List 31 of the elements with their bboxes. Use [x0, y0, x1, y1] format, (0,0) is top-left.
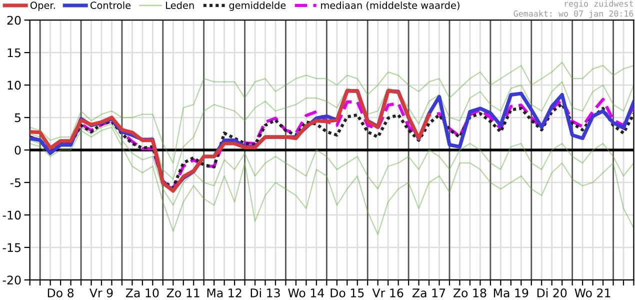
x-tick-label: Vr 16 [372, 288, 404, 298]
x-tick-label: Ma 19 [494, 288, 528, 298]
x-tick-label: Vr 9 [89, 288, 113, 298]
y-tick-label: -20 [2, 276, 21, 285]
x-tick-label: Zo 18 [453, 288, 486, 298]
legend-label: Leden [166, 1, 194, 9]
y-tick-label: 20 [7, 16, 21, 25]
x-tick-label: Ma 12 [207, 288, 242, 298]
y-tick-label: 15 [8, 48, 20, 58]
y-tick-label: -5 [10, 178, 20, 188]
x-tick-label: Do 8 [48, 288, 74, 298]
text: Gemaakt: wo 07 jan 20:16 [514, 10, 634, 18]
legend-label: Oper. [30, 2, 55, 11]
y-tick-label: -15 [2, 243, 20, 252]
y-tick-label: 0 [14, 146, 21, 155]
legend-label: mediaan (middelste waarde) [321, 1, 460, 10]
y-tick-label: -10 [2, 210, 21, 220]
x-tick-label: Do 15 [330, 288, 364, 298]
y-tick-label: 10 [8, 80, 21, 90]
x-tick-label: Wo 21 [574, 288, 610, 298]
x-tick-label: Di 20 [537, 288, 567, 298]
y-tick-label: 5 [14, 113, 20, 122]
x-tick-label: Wo 14 [288, 288, 324, 298]
legend-label: Controle [90, 1, 131, 9]
text: regio zuidwest [564, 0, 633, 8]
x-tick-label: Zo 11 [166, 288, 200, 298]
x-tick-label: Za 17 [412, 288, 446, 298]
x-tick-label: Di 13 [250, 288, 280, 298]
line-series [30, 89, 431, 193]
legend-label: gemiddelde [229, 1, 286, 11]
x-tick-label: Za 10 [126, 288, 159, 298]
